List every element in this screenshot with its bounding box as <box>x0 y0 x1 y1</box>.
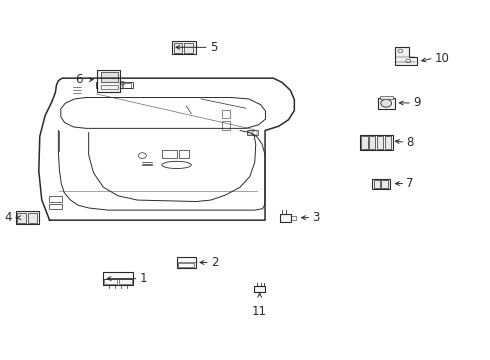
Bar <box>369 136 375 149</box>
Bar <box>16 211 39 224</box>
Bar <box>162 150 176 158</box>
Bar <box>373 180 380 188</box>
Bar <box>49 204 62 209</box>
Text: 4: 4 <box>4 211 11 224</box>
Bar <box>17 213 26 223</box>
Bar <box>176 257 196 268</box>
Bar <box>101 85 118 89</box>
Bar <box>253 131 257 135</box>
Circle shape <box>381 99 392 107</box>
Bar <box>247 130 258 135</box>
Bar <box>28 213 37 223</box>
Bar <box>360 135 393 150</box>
Bar <box>248 131 252 135</box>
Bar <box>179 150 189 158</box>
Bar <box>385 136 391 149</box>
Bar <box>97 83 105 88</box>
Text: 3: 3 <box>313 211 320 224</box>
Text: 1: 1 <box>140 272 147 285</box>
Bar <box>381 180 388 188</box>
Bar <box>101 72 118 82</box>
Bar <box>119 279 132 284</box>
Text: 7: 7 <box>406 177 414 190</box>
Bar <box>184 42 193 53</box>
Bar <box>377 136 383 149</box>
Polygon shape <box>394 46 417 65</box>
Bar <box>177 263 194 267</box>
Bar <box>378 98 394 109</box>
Bar <box>280 214 291 222</box>
Bar <box>97 70 121 92</box>
Bar <box>361 136 368 149</box>
Bar <box>123 83 131 88</box>
Bar <box>372 179 390 189</box>
Text: 10: 10 <box>435 51 449 64</box>
Bar <box>380 96 392 99</box>
Bar <box>115 83 122 88</box>
Bar <box>49 197 62 202</box>
Bar <box>106 83 114 88</box>
Text: 9: 9 <box>413 96 420 109</box>
Bar <box>173 42 182 53</box>
Bar <box>221 121 230 130</box>
Text: 5: 5 <box>210 41 217 54</box>
Text: 6: 6 <box>75 73 83 86</box>
Text: 8: 8 <box>406 136 414 149</box>
Bar <box>97 82 133 88</box>
Bar <box>292 216 296 220</box>
Bar <box>172 41 196 54</box>
Bar <box>221 110 230 118</box>
Text: 2: 2 <box>211 256 219 269</box>
Bar <box>104 279 117 284</box>
Text: 11: 11 <box>252 305 267 318</box>
Bar <box>254 286 265 292</box>
Bar <box>103 272 133 285</box>
